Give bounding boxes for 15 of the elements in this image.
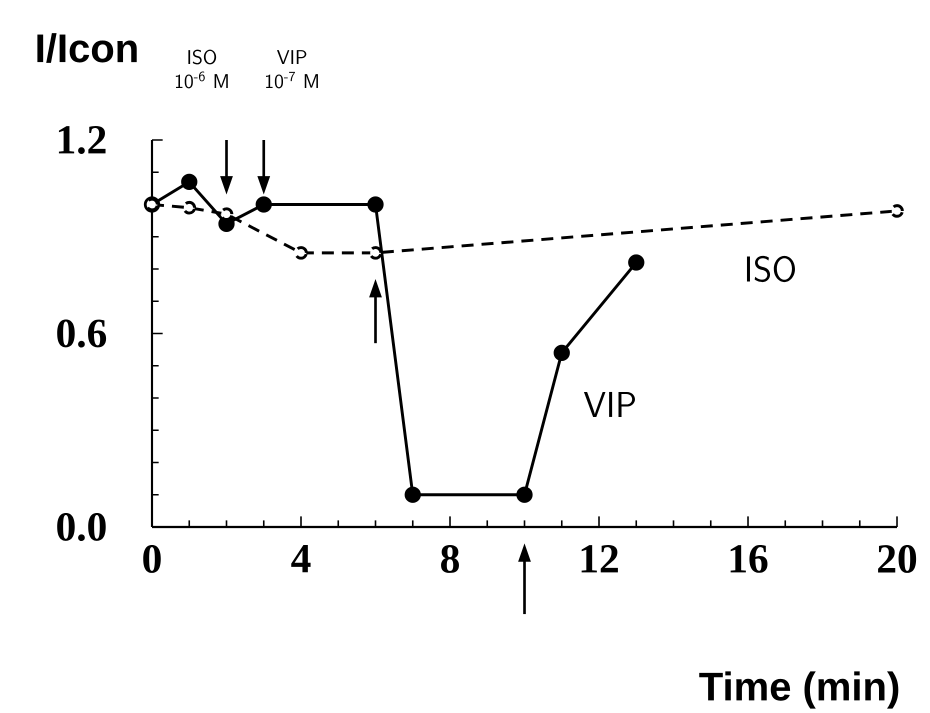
y-tick-label: 0.0 — [57, 512, 106, 542]
x-tick-label: 12 — [582, 545, 618, 572]
x-tick-label: 0 — [143, 545, 161, 573]
y-tick-label: 0.6 — [57, 319, 106, 348]
x-axis-title: Time (min) — [699, 671, 898, 709]
y-axis-title: I/Icon — [37, 33, 137, 63]
text: ISO 10$^{-6}$ M — [176, 50, 228, 88]
series-label: VIP — [584, 392, 635, 417]
x-tick-label: 20 — [878, 545, 916, 573]
x-tick-label: 8 — [441, 545, 459, 573]
text: VIP 10$^{-7}$ M — [266, 50, 318, 88]
y-tick-label: 1.2 — [58, 126, 106, 154]
series-label: ISO — [746, 256, 795, 282]
x-tick-label: 16 — [730, 545, 768, 573]
x-tick-label: 4 — [291, 545, 311, 572]
